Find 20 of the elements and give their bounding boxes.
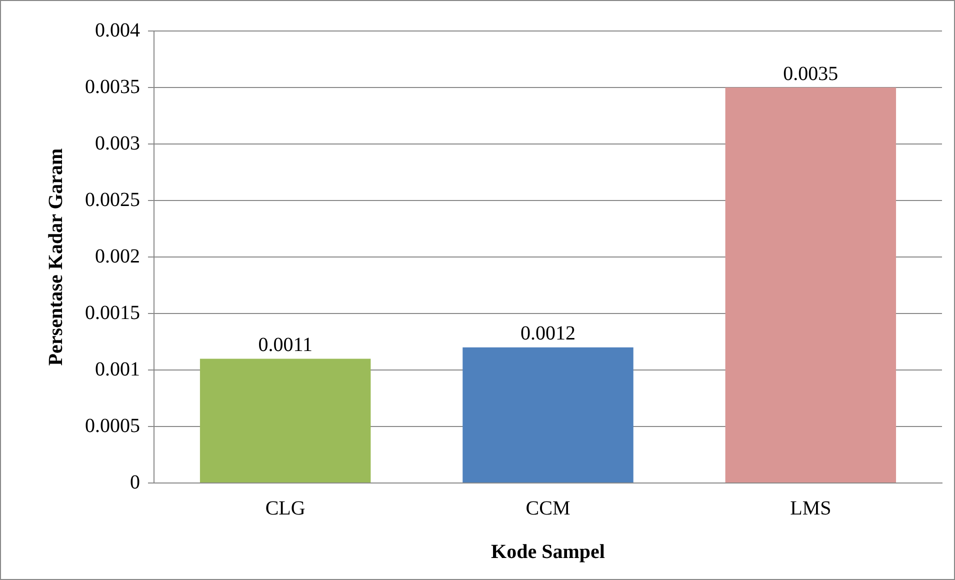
y-tick-label: 0.0025	[85, 188, 140, 211]
data-label: 0.0035	[783, 62, 838, 85]
y-tick-label: 0	[130, 471, 140, 494]
y-tick-label: 0.002	[95, 245, 140, 268]
x-axis-title: Kode Sampel	[491, 541, 606, 564]
x-tick-label: LMS	[790, 497, 832, 520]
x-tick-label: CLG	[265, 497, 306, 520]
data-label: 0.0011	[258, 334, 312, 356]
y-tick-label: 0.004	[95, 19, 140, 42]
y-tick-label: 0.001	[95, 358, 140, 380]
y-tick-label: 0.0005	[85, 414, 140, 437]
data-label: 0.0012	[520, 322, 576, 345]
y-tick-label: 0.0015	[85, 302, 140, 324]
y-axis-title: Persentase Kadar Garam	[45, 148, 68, 366]
y-tick-label: 0.003	[95, 132, 140, 154]
bar	[725, 88, 896, 482]
bar	[462, 347, 634, 482]
x-tick-label: CCM	[526, 497, 570, 520]
y-tick-label: 0.0035	[85, 76, 140, 98]
bar	[200, 358, 371, 482]
